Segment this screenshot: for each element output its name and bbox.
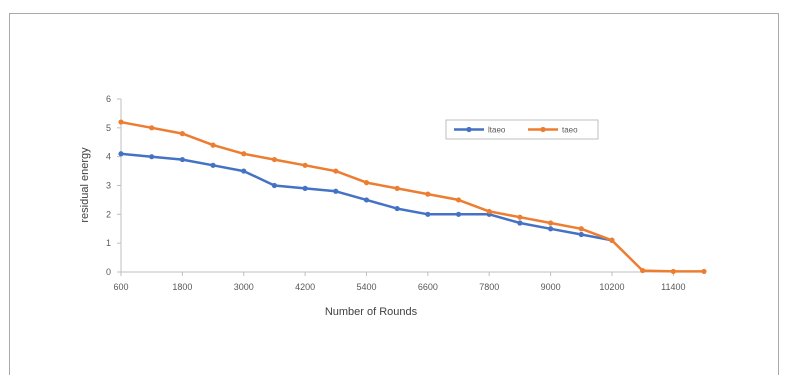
data-point <box>486 208 492 215</box>
x-tick-label: 4200 <box>295 282 315 292</box>
data-point <box>547 220 554 226</box>
data-point <box>149 154 155 160</box>
data-point <box>425 191 431 197</box>
data-point <box>241 168 247 174</box>
data-point <box>333 168 339 174</box>
y-tick-label: 0 <box>106 267 111 277</box>
data-point <box>517 220 523 226</box>
data-point <box>425 211 431 217</box>
series-ltaeo <box>118 151 615 243</box>
x-tick-label: 10200 <box>599 282 624 292</box>
data-point <box>517 214 523 220</box>
data-point <box>271 156 278 163</box>
y-tick-label: 5 <box>106 123 111 133</box>
data-point <box>455 197 462 203</box>
y-tick-label: 4 <box>106 152 111 162</box>
data-point <box>609 237 615 243</box>
x-tick-label: 7800 <box>479 282 499 292</box>
data-point <box>149 125 155 131</box>
x-tick-label: 5400 <box>356 282 376 292</box>
legend-marker <box>466 126 472 133</box>
data-point <box>241 151 247 157</box>
data-point <box>455 211 462 217</box>
y-tick-label: 2 <box>106 209 111 219</box>
legend-label: taeo <box>562 126 578 135</box>
y-tick-label: 1 <box>106 238 111 248</box>
data-point <box>578 226 584 232</box>
data-point <box>179 131 185 137</box>
data-point <box>271 182 278 189</box>
x-tick-label: 6600 <box>418 282 438 292</box>
data-point <box>363 197 370 203</box>
x-tick-label: 11400 <box>661 282 685 292</box>
data-point <box>118 119 124 125</box>
data-point <box>640 267 646 274</box>
x-tick-label: 9000 <box>541 282 561 292</box>
data-point <box>118 151 124 157</box>
series-line-taeo <box>120 120 704 273</box>
series-line-ltaeo <box>120 152 613 242</box>
data-point <box>179 156 185 163</box>
legend-box <box>445 119 599 140</box>
data-point <box>670 268 676 275</box>
data-point <box>394 205 400 212</box>
series-layer <box>118 119 707 275</box>
data-point <box>578 231 584 238</box>
chart-frame <box>9 13 779 375</box>
legend-marker <box>540 126 546 133</box>
x-tick-label: 600 <box>113 282 128 292</box>
data-point <box>210 162 216 168</box>
x-tick-label: 1800 <box>172 282 192 292</box>
data-point <box>363 180 370 186</box>
data-point <box>547 226 554 232</box>
data-point <box>302 185 308 191</box>
data-point <box>210 142 216 148</box>
y-axis-title: residual energy <box>79 147 91 223</box>
y-tick-label: 6 <box>106 94 111 104</box>
y-tick-label: 3 <box>106 181 111 191</box>
legend-label: ltaeo <box>488 126 506 135</box>
data-point <box>302 162 308 168</box>
data-point <box>333 188 339 194</box>
data-point <box>394 185 400 191</box>
x-tick-label: 3000 <box>234 282 254 292</box>
series-taeo <box>118 119 707 275</box>
x-axis-title: Number of Rounds <box>325 306 418 318</box>
data-point <box>701 268 707 275</box>
legend: ltaeo taeo <box>445 119 599 140</box>
